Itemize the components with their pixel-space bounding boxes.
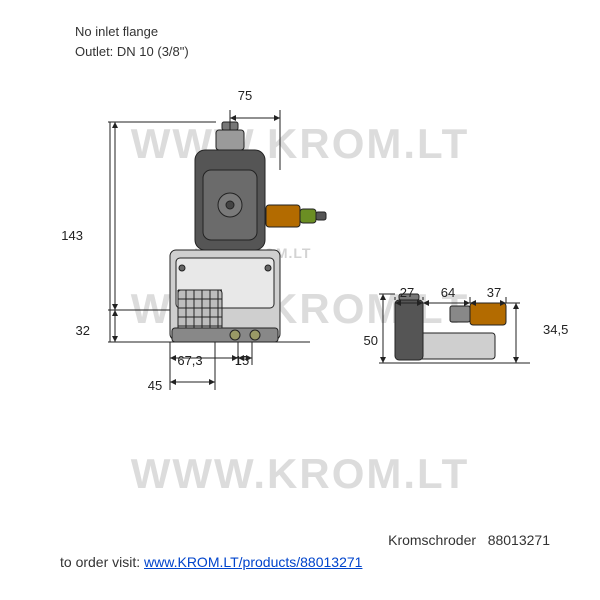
order-url-text: www.KROM.LT/products/88013271 xyxy=(144,554,362,570)
svg-text:34,5: 34,5 xyxy=(543,322,568,337)
brand-code: 88013271 xyxy=(488,532,550,548)
svg-text:32: 32 xyxy=(76,323,90,338)
order-link[interactable]: www.KROM.LT/products/88013271 xyxy=(144,554,362,570)
svg-text:75: 75 xyxy=(238,88,252,103)
order-prefix: to order visit: xyxy=(60,554,144,570)
svg-text:45: 45 xyxy=(148,378,162,393)
order-line: to order visit: www.KROM.LT/products/880… xyxy=(60,554,362,570)
svg-text:64: 64 xyxy=(441,285,455,300)
svg-text:67,3: 67,3 xyxy=(177,353,202,368)
svg-text:37: 37 xyxy=(487,285,501,300)
brand-name: Kromschroder xyxy=(388,532,476,548)
svg-text:15: 15 xyxy=(235,353,249,368)
svg-text:50: 50 xyxy=(364,333,378,348)
svg-text:143: 143 xyxy=(61,228,83,243)
brand-block: Kromschroder 88013271 xyxy=(388,532,550,548)
diagram-svg: 75 143 32 67,3 15 45 27 64 37 34,5 50 xyxy=(0,0,600,600)
side-unit xyxy=(380,294,530,363)
main-valve xyxy=(120,122,326,342)
svg-text:27: 27 xyxy=(400,285,414,300)
